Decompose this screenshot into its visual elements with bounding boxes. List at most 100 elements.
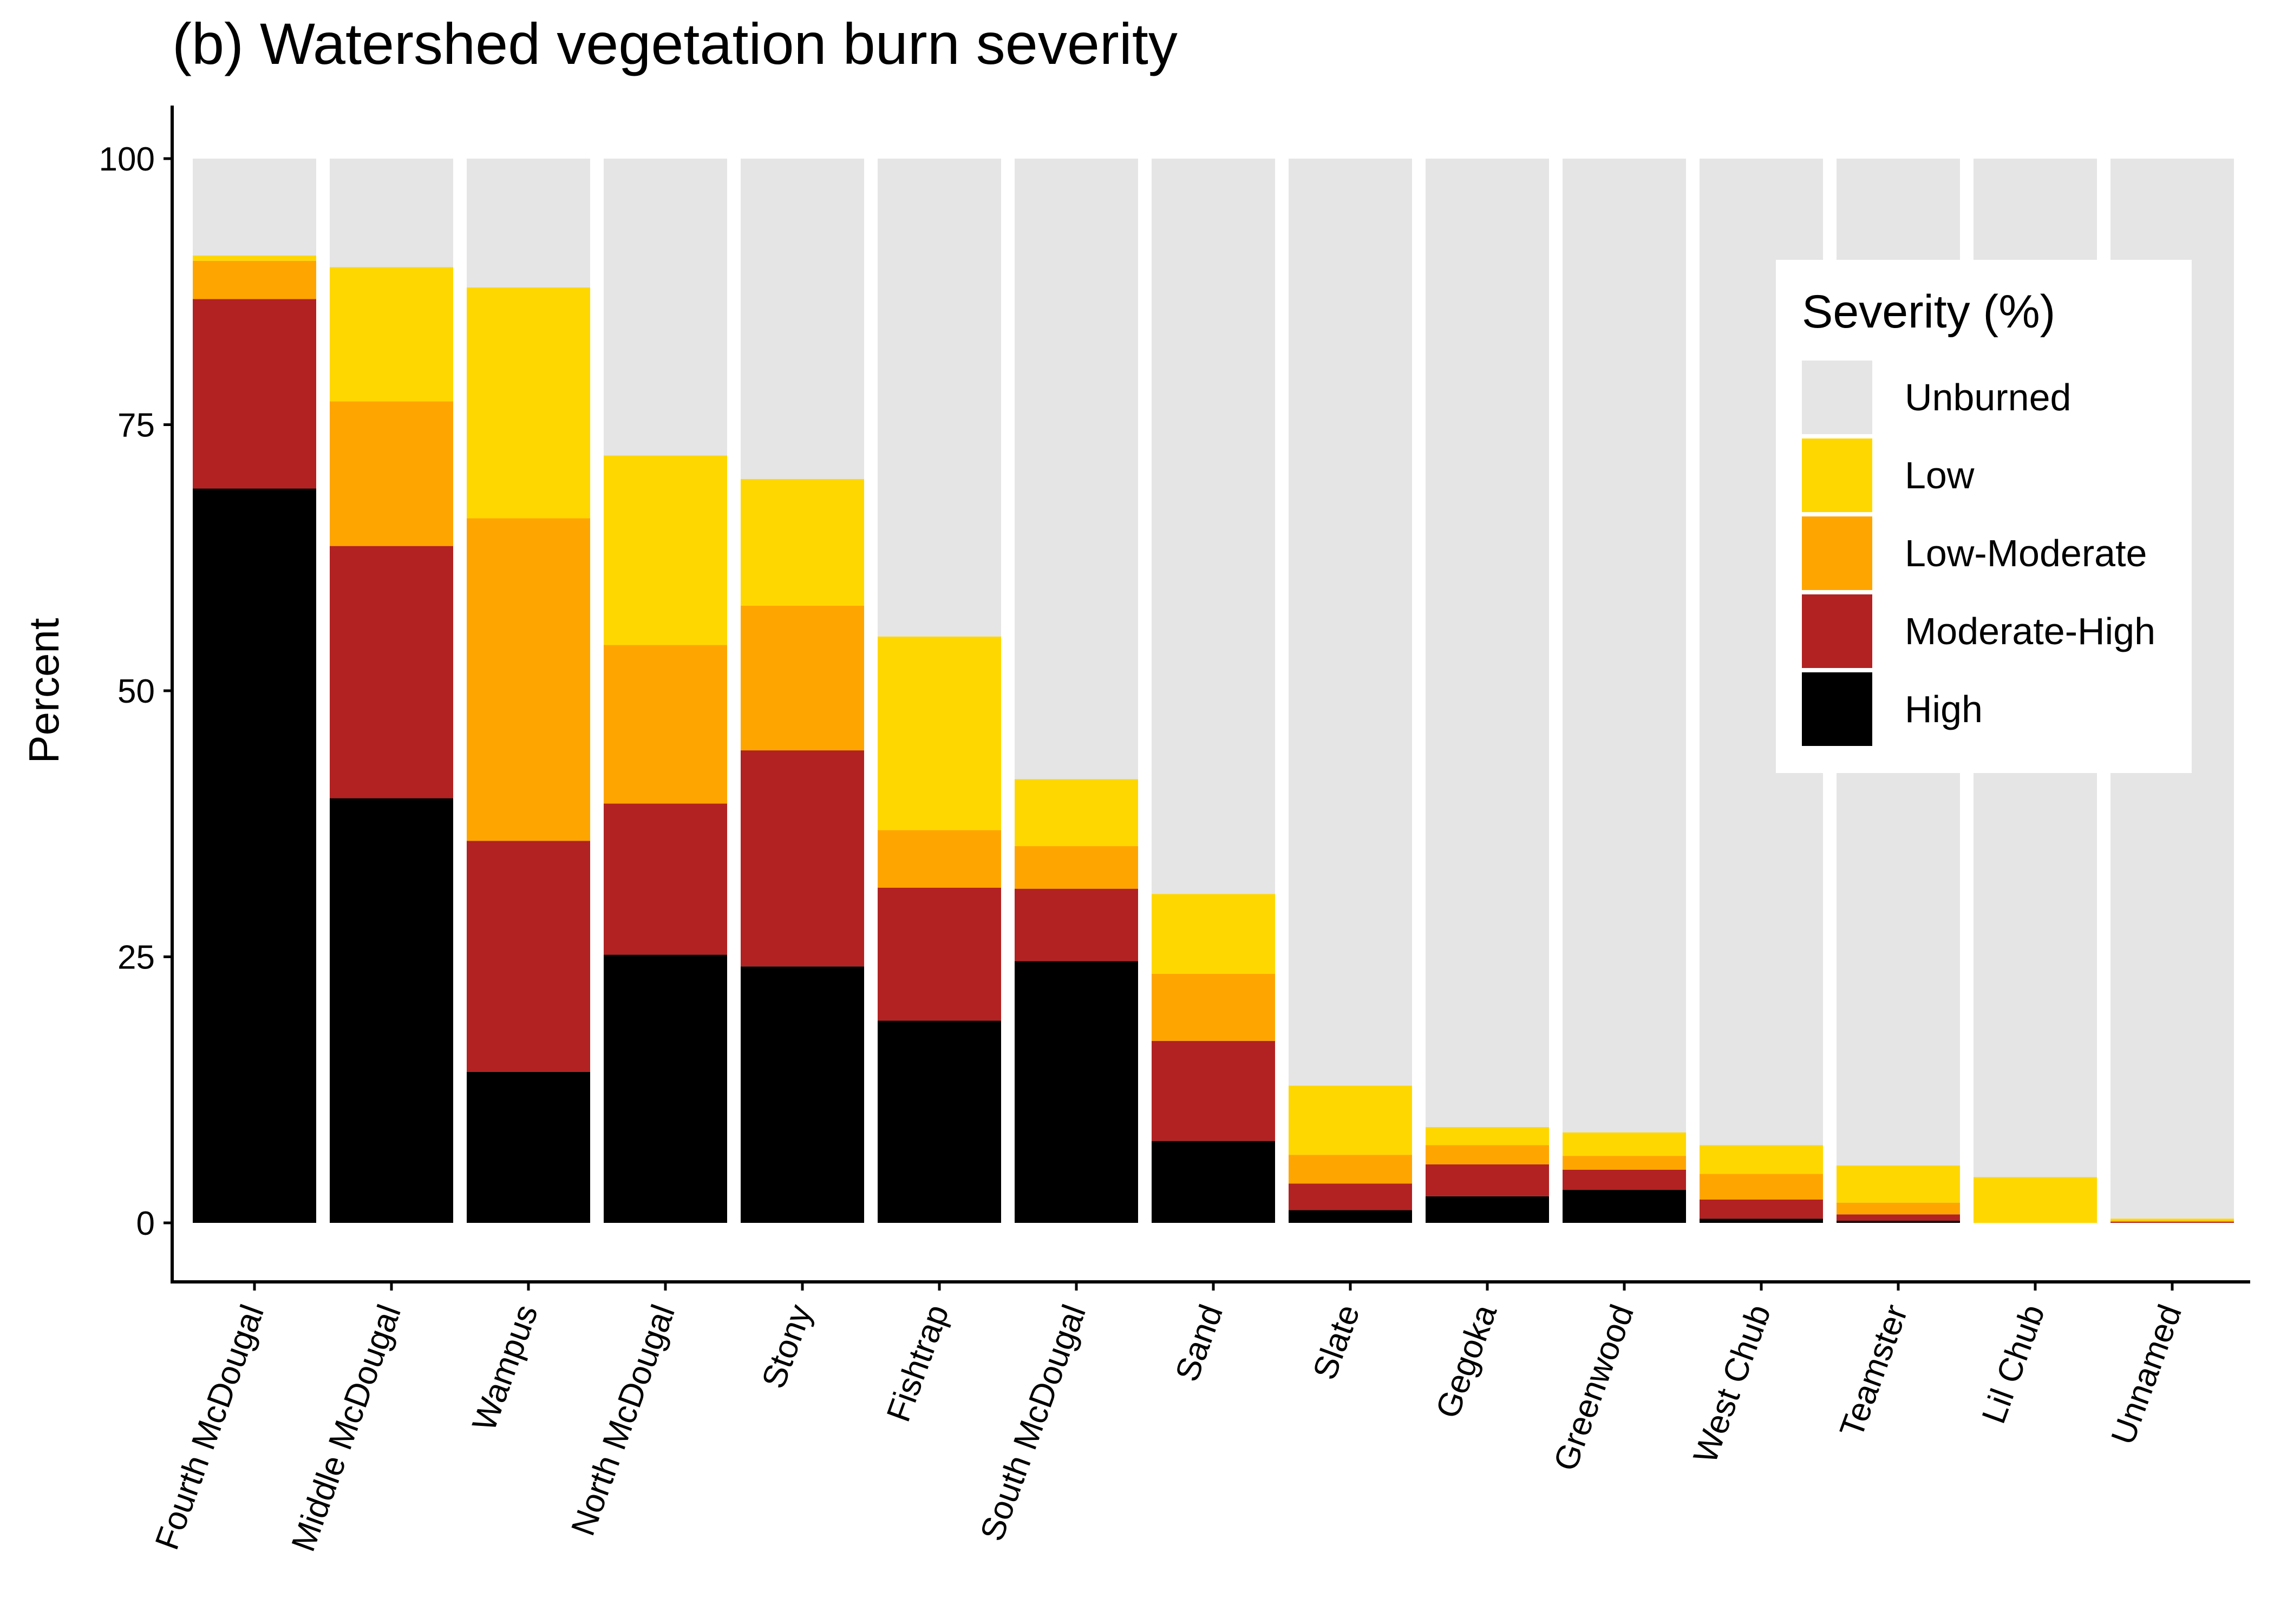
y-tick-label-0: 0: [136, 1205, 155, 1242]
y-tick-label-75: 75: [117, 407, 155, 444]
x-tick-label-middle-mcdougal: Middle McDougal: [284, 1300, 408, 1556]
chart-title: (b) Watershed vegetation burn severity: [172, 11, 1178, 76]
bar-fourth-mcdougal-unburned: [193, 159, 316, 256]
y-tick-label-50: 50: [117, 673, 155, 710]
bar-south-mcdougal-moderate-high: [1015, 888, 1138, 961]
legend-title: Severity (%): [1802, 286, 2055, 338]
bar-unnamed-low: [2110, 1219, 2234, 1221]
x-tick-label-gegoka: Gegoka: [1429, 1300, 1504, 1423]
bar-fishtrap-low-moderate: [878, 830, 1001, 888]
bar-sand-high: [1152, 1141, 1275, 1223]
bar-greenwood-low-moderate: [1563, 1156, 1686, 1170]
bar-greenwood-low: [1563, 1132, 1686, 1156]
bar-stony-unburned: [741, 159, 864, 479]
bar-slate-low: [1289, 1085, 1412, 1155]
bar-sand-unburned: [1152, 159, 1275, 894]
bar-wampus-moderate-high: [467, 841, 590, 1072]
bar-unnamed-low-moderate: [2110, 1221, 2234, 1222]
bar-slate-high: [1289, 1210, 1412, 1223]
bar-fishtrap-unburned: [878, 159, 1001, 637]
bar-middle-mcdougal-low-moderate: [330, 401, 453, 546]
bar-west-chub-low-moderate: [1700, 1174, 1823, 1200]
bar-south-mcdougal-low-moderate: [1015, 846, 1138, 889]
bar-stony-low: [741, 479, 864, 606]
bar-gegoka-high: [1426, 1196, 1549, 1223]
legend-key-low-moderate: [1802, 516, 1872, 590]
legend-key-low: [1802, 438, 1872, 512]
bar-greenwood-unburned: [1563, 159, 1686, 1132]
x-tick-label-stony: Stony: [755, 1300, 819, 1393]
bar-fourth-mcdougal-low: [193, 255, 316, 261]
x-tick-label-lil-chub: Lil Chub: [1975, 1300, 2053, 1428]
bar-north-mcdougal-high: [604, 954, 727, 1223]
bar-west-chub-low: [1700, 1145, 1823, 1174]
legend-key-unburned: [1802, 361, 1872, 434]
bar-stony-moderate-high: [741, 750, 864, 967]
bar-fishtrap-low: [878, 636, 1001, 830]
x-tick-label-fishtrap: Fishtrap: [880, 1300, 956, 1426]
plot-area: [193, 159, 2234, 1223]
bar-teamster-moderate-high: [1837, 1214, 1960, 1221]
legend-label-moderate-high: Moderate-High: [1905, 610, 2155, 652]
bar-greenwood-high: [1563, 1190, 1686, 1223]
bar-teamster-low-moderate: [1837, 1202, 1960, 1215]
bar-sand-low-moderate: [1152, 973, 1275, 1041]
bar-north-mcdougal-moderate-high: [604, 803, 727, 955]
bar-stony-low-moderate: [741, 605, 864, 751]
x-tick-label-north-mcdougal: North McDougal: [564, 1300, 682, 1541]
bar-slate-unburned: [1289, 159, 1412, 1086]
bar-fourth-mcdougal-low-moderate: [193, 260, 316, 299]
legend-key-moderate-high: [1802, 594, 1872, 668]
bar-gegoka-moderate-high: [1426, 1164, 1549, 1196]
bar-south-mcdougal-low: [1015, 779, 1138, 847]
y-tick-label-25: 25: [117, 939, 155, 977]
bar-sand-low: [1152, 894, 1275, 974]
bar-middle-mcdougal-high: [330, 798, 453, 1223]
bar-lil-chub-low: [1974, 1177, 2097, 1223]
bar-unnamed-moderate-high: [2110, 1222, 2234, 1223]
x-tick-label-sand: Sand: [1168, 1300, 1230, 1386]
legend-label-low-moderate: Low-Moderate: [1905, 532, 2147, 574]
bar-sand-moderate-high: [1152, 1040, 1275, 1141]
bar-wampus-unburned: [467, 159, 590, 287]
bar-west-chub-moderate-high: [1700, 1199, 1823, 1219]
legend: Severity (%) Unburned Low Low-Moderate Mode…: [1776, 260, 2192, 773]
y-axis-title: Percent: [20, 618, 68, 763]
bar-fourth-mcdougal-high: [193, 488, 316, 1223]
bar-teamster-high: [1837, 1221, 1960, 1223]
bar-slate-moderate-high: [1289, 1183, 1412, 1210]
bar-wampus-low-moderate: [467, 518, 590, 841]
x-tick-label-wampus: Wampus: [465, 1300, 545, 1436]
bar-south-mcdougal-high: [1015, 961, 1138, 1223]
y-tick-label-100: 100: [99, 141, 155, 178]
bar-fishtrap-high: [878, 1020, 1001, 1223]
bar-teamster-low: [1837, 1165, 1960, 1203]
legend-label-high: High: [1905, 688, 1983, 730]
bar-fourth-mcdougal-moderate-high: [193, 299, 316, 489]
bar-south-mcdougal-unburned: [1015, 159, 1138, 780]
bar-north-mcdougal-low-moderate: [604, 645, 727, 804]
bar-wampus-high: [467, 1071, 590, 1223]
x-tick-label-greenwood: Greenwood: [1547, 1300, 1641, 1476]
bar-gegoka-low: [1426, 1127, 1549, 1145]
bar-middle-mcdougal-unburned: [330, 159, 453, 267]
bar-fishtrap-moderate-high: [878, 887, 1001, 1021]
bar-north-mcdougal-unburned: [604, 159, 727, 456]
bar-gegoka-unburned: [1426, 159, 1549, 1128]
bar-slate-low-moderate: [1289, 1155, 1412, 1184]
x-tick-label-fourth-mcdougal: Fourth McDougal: [148, 1300, 271, 1554]
bar-middle-mcdougal-moderate-high: [330, 546, 453, 798]
bar-stony-high: [741, 966, 864, 1223]
x-tick-label-south-mcdougal: South McDougal: [973, 1300, 1094, 1546]
legend-key-high: [1802, 672, 1872, 746]
x-tick-label-unnamed: Unnamed: [2104, 1300, 2189, 1449]
x-tick-label-slate: Slate: [1306, 1300, 1367, 1384]
legend-label-unburned: Unburned: [1905, 376, 2071, 418]
x-tick-label-teamster: Teamster: [1833, 1300, 1915, 1442]
bar-wampus-low: [467, 287, 590, 519]
bar-gegoka-low-moderate: [1426, 1145, 1549, 1164]
bar-middle-mcdougal-low: [330, 267, 453, 402]
legend-label-low: Low: [1905, 454, 1975, 496]
bar-greenwood-moderate-high: [1563, 1169, 1686, 1190]
